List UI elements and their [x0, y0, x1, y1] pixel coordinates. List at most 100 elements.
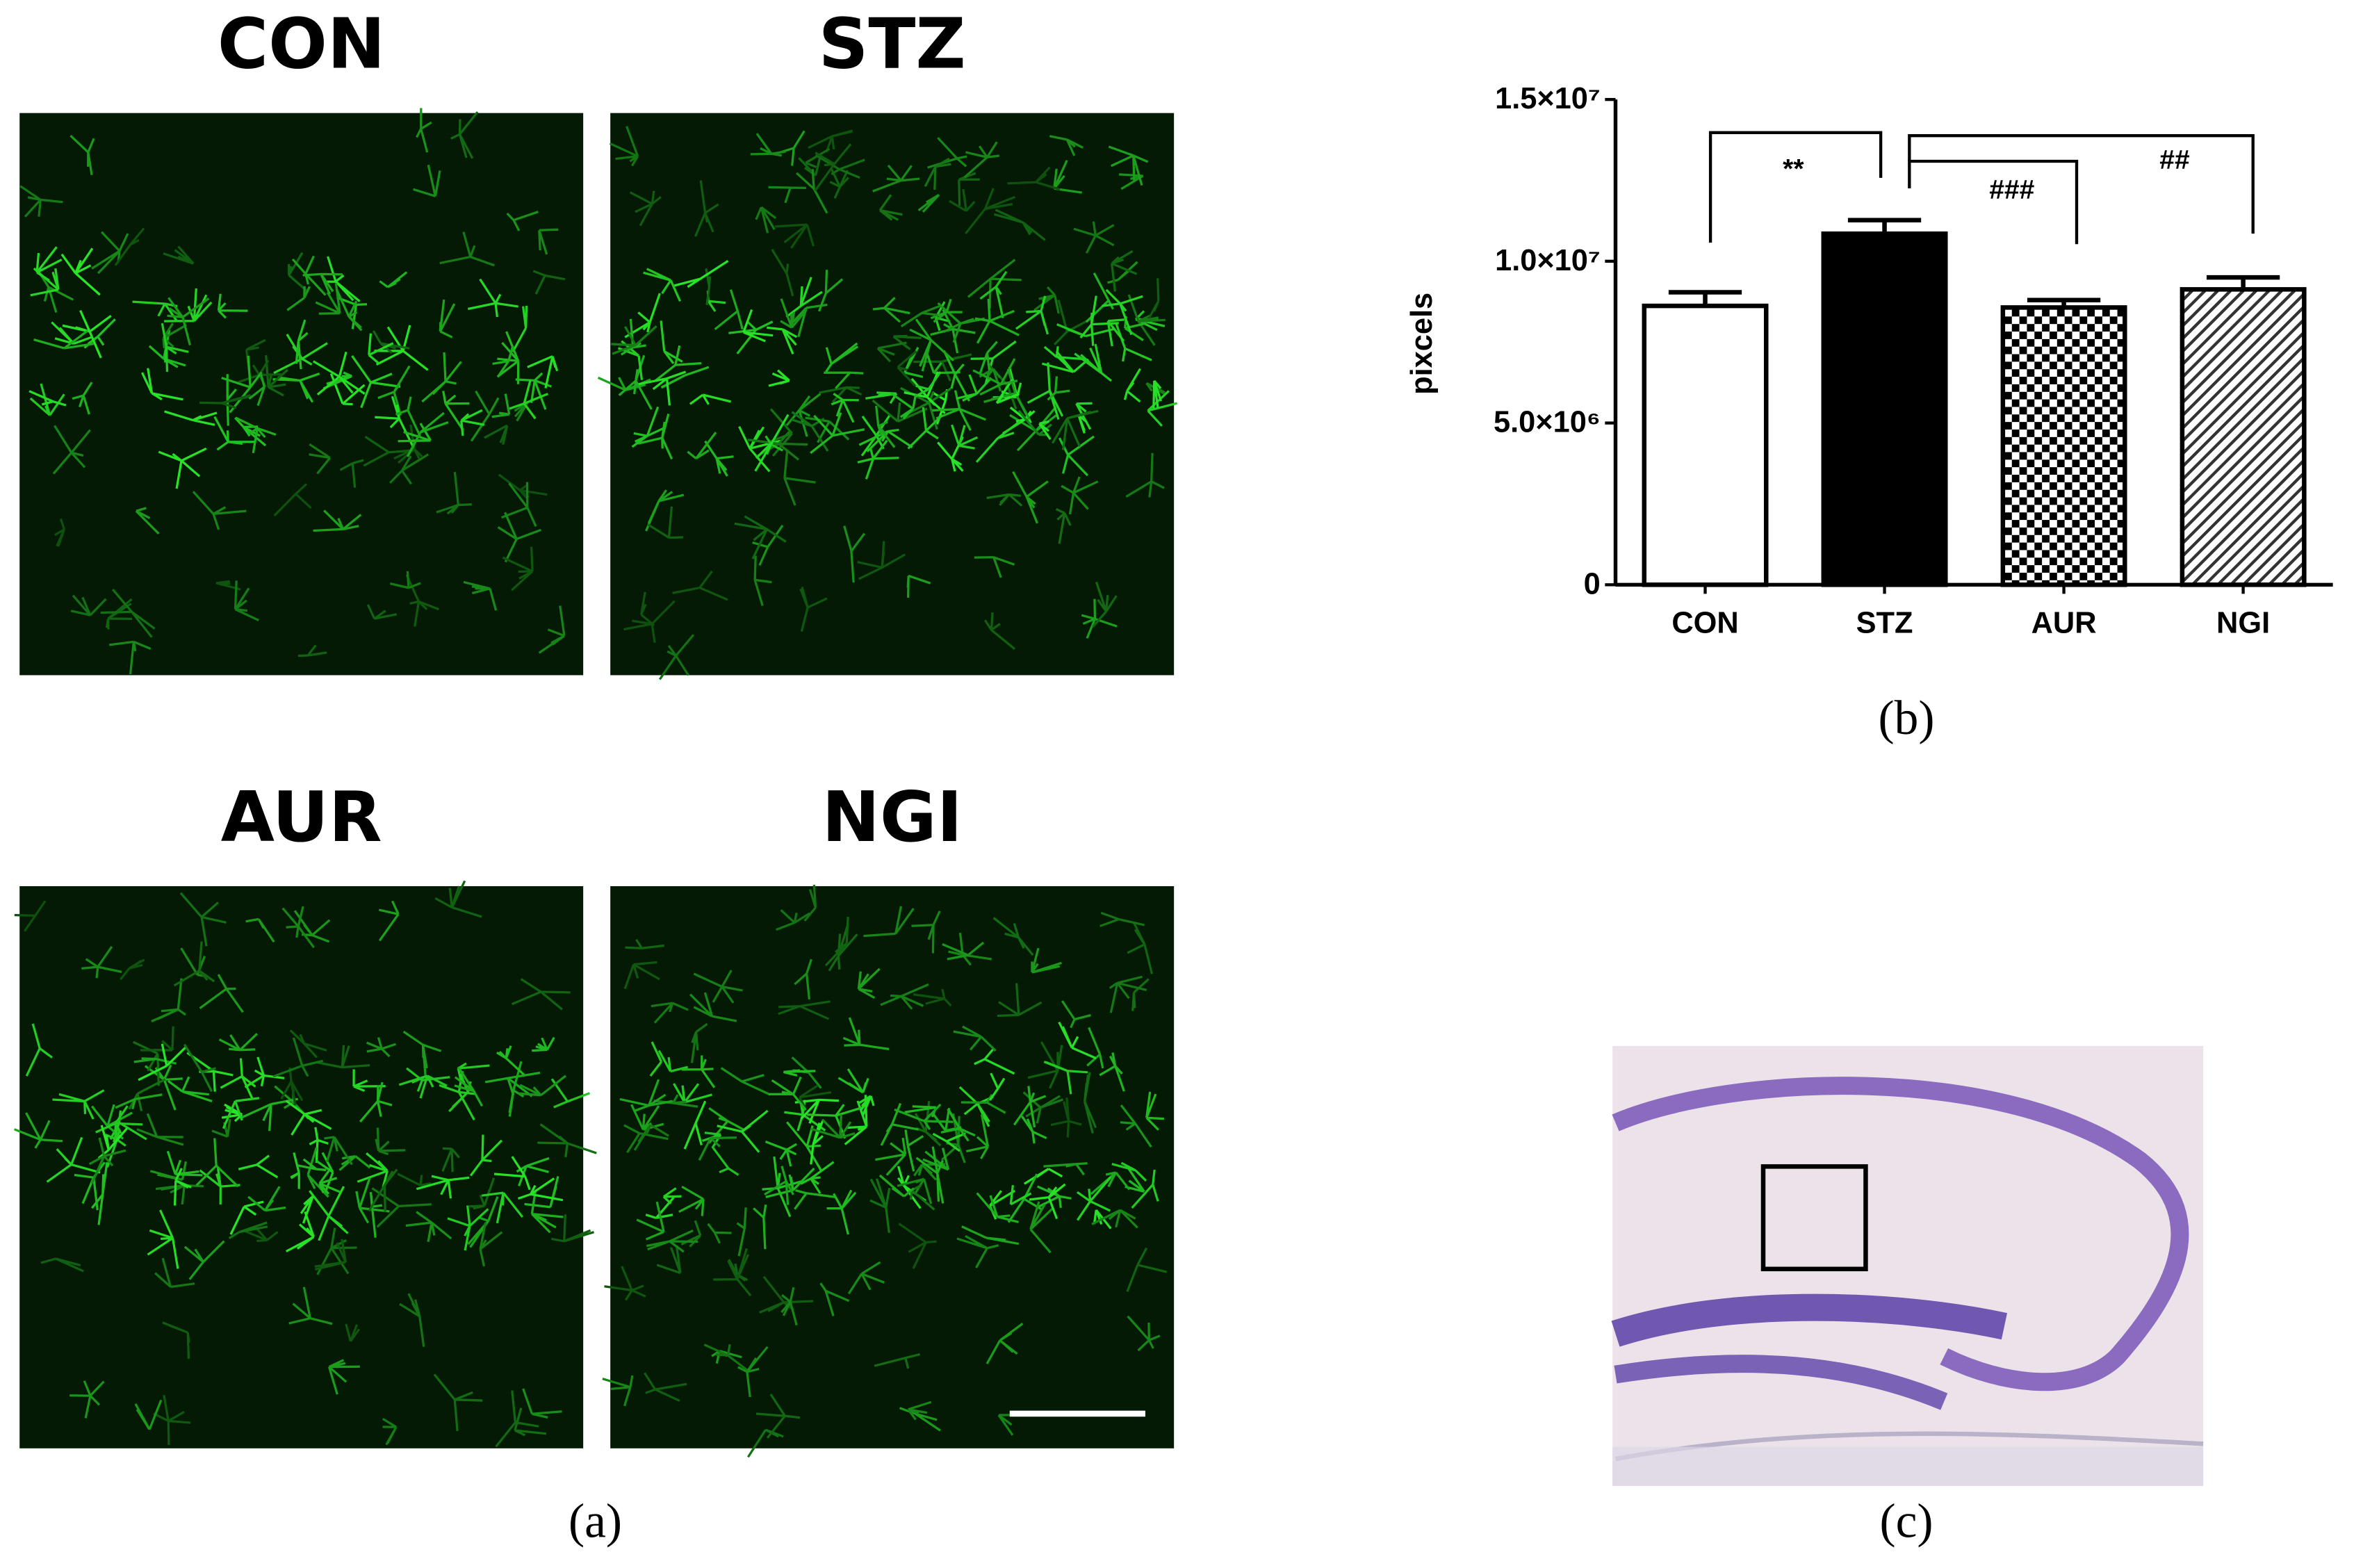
astrocyte [611, 325, 657, 355]
astrocyte [72, 382, 93, 415]
image-background [1612, 1045, 2204, 1487]
astrocyte [857, 1095, 875, 1116]
astrocyte [335, 288, 363, 332]
astrocyte [234, 580, 259, 621]
significance-bracket [1708, 131, 1883, 243]
astrocyte [828, 925, 858, 972]
astrocyte [538, 228, 559, 255]
astrocyte [416, 108, 432, 153]
astrocyte [309, 443, 332, 475]
astrocyte [378, 900, 400, 942]
astrocyte [932, 390, 986, 432]
astrocyte [244, 1056, 285, 1088]
astrocyte [948, 933, 992, 966]
astrocyte [289, 1029, 327, 1059]
astrocyte [799, 586, 828, 632]
hippocampus-image [1611, 1045, 2204, 1487]
astrocyte [647, 506, 684, 539]
astrocyte [397, 1173, 432, 1187]
astrocyte [780, 1287, 798, 1326]
astrocyte [297, 1158, 327, 1171]
astrocyte [624, 293, 661, 338]
astrocyte [961, 1225, 1020, 1246]
astrocyte [755, 1394, 801, 1439]
astrocyte [70, 1380, 105, 1419]
astrocyte [286, 1211, 315, 1252]
x-tick-label: NGI [2216, 607, 2270, 640]
astrocyte [40, 1257, 84, 1273]
astrocyte [13, 1112, 63, 1149]
astrocyte [791, 411, 829, 452]
region-box [1760, 1164, 1868, 1272]
astrocyte [1031, 947, 1062, 974]
astrocyte [1108, 145, 1149, 186]
micrograph-title: AUR [221, 776, 382, 858]
astrocyte [524, 1176, 559, 1209]
micrograph-title: CON [218, 3, 385, 85]
astrocyte [351, 355, 401, 409]
astrocyte [192, 491, 247, 530]
tissue-region [1612, 1446, 2204, 1487]
astrocyte [52, 425, 91, 475]
astrocyte [439, 299, 456, 338]
astrocyte [737, 1346, 769, 1398]
astrocyte [25, 1023, 53, 1077]
astrocyte [167, 1076, 213, 1102]
astrocyte [355, 1177, 390, 1224]
astrocyte [986, 1322, 1024, 1364]
astrocyte [138, 1043, 186, 1081]
astrocyte [309, 1127, 329, 1163]
astrocyte [421, 352, 462, 403]
astrocyte [869, 1178, 891, 1233]
astrocyte [1053, 160, 1082, 194]
y-axis-label: pixcels [1405, 293, 1439, 395]
astrocyte [917, 193, 940, 213]
tissue-band [1611, 1293, 2008, 1347]
astrocyte [158, 447, 207, 489]
astrocyte [460, 409, 485, 436]
astrocyte [907, 407, 944, 450]
astrocyte [960, 1094, 1006, 1114]
micrograph-cells [19, 108, 566, 675]
astrocyte [1086, 1027, 1104, 1069]
astrocyte [329, 373, 366, 406]
astrocyte [81, 946, 122, 979]
astrocyte [382, 1417, 398, 1446]
astrocyte [1061, 476, 1099, 515]
astrocyte [272, 373, 320, 403]
astrocyte [238, 1154, 279, 1179]
astrocyte [974, 1047, 1015, 1075]
astrocyte [450, 111, 479, 159]
astrocyte [315, 283, 341, 315]
astrocyte [1029, 1183, 1066, 1220]
astrocyte [805, 147, 831, 168]
astrocyte [164, 410, 218, 426]
astrocyte [469, 1134, 503, 1177]
astrocyte [1125, 452, 1165, 498]
astrocyte [325, 256, 361, 302]
astrocyte [843, 525, 866, 583]
astrocyte [234, 416, 277, 454]
micrographs: CON STZ AUR NGI [13, 3, 1178, 1458]
astrocyte [1111, 1161, 1147, 1182]
astrocyte [656, 1245, 682, 1275]
astrocyte [532, 270, 566, 295]
astrocyte [897, 350, 917, 387]
astrocyte [51, 321, 93, 345]
astrocyte [309, 1186, 349, 1241]
significance-bracket [1908, 133, 2255, 234]
astrocyte [151, 978, 186, 1023]
astrocyte [1007, 166, 1061, 191]
astrocyte [1077, 1176, 1112, 1221]
astrocyte [783, 449, 816, 506]
astrocyte [1027, 362, 1064, 420]
astrocyte [986, 493, 1023, 507]
astrocyte [527, 355, 559, 389]
astrocyte [875, 1137, 907, 1176]
astrocyte [114, 227, 145, 266]
astrocyte [434, 880, 482, 918]
astrocyte [91, 231, 129, 275]
astrocyte [958, 1086, 994, 1127]
astrocyte [441, 1147, 460, 1173]
astrocyte [775, 223, 815, 249]
